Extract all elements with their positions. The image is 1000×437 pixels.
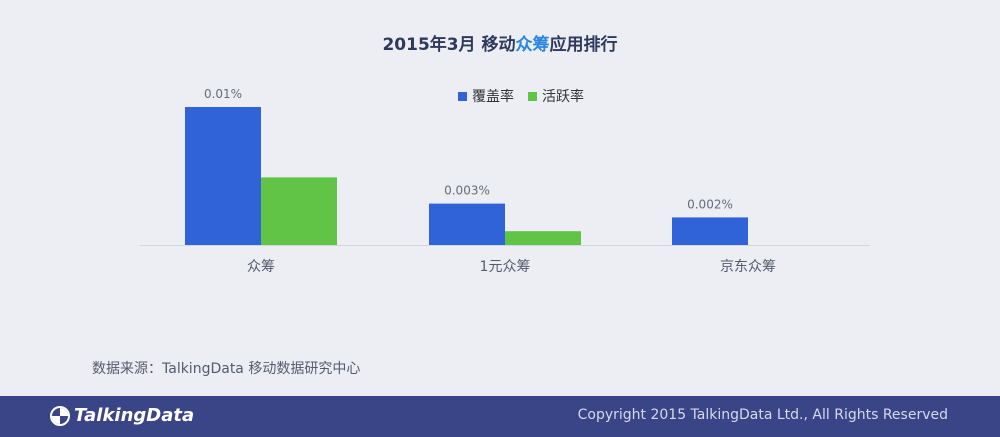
bar-coverage-2 — [672, 217, 748, 245]
category-label-1: 1元众筹 — [480, 258, 531, 275]
legend-item-coverage: 覆盖率 — [458, 86, 514, 106]
data-label-1: 0.003% — [444, 184, 490, 198]
legend-item-activity: 活跃率 — [528, 86, 584, 106]
chart-legend: 覆盖率 活跃率 — [458, 86, 598, 106]
logo-text: TalkingData — [74, 405, 195, 426]
legend-label-activity: 活跃率 — [542, 89, 584, 105]
legend-swatch-coverage — [458, 91, 467, 101]
copyright-text: Copyright 2015 TalkingData Ltd., All Rig… — [577, 407, 948, 423]
bar-chart: 0.01% 众筹 0.003% 1元众筹 0.002% 京东众筹 — [140, 87, 870, 275]
legend-label-coverage: 覆盖率 — [472, 89, 514, 105]
bar-coverage-0 — [185, 107, 261, 245]
category-label-2: 京东众筹 — [720, 258, 776, 275]
talkingdata-logo: TalkingData — [50, 405, 194, 426]
logo-icon — [50, 405, 70, 426]
bar-activity-1 — [505, 231, 581, 245]
chart-title-highlight: 众筹 — [515, 35, 550, 55]
footer-bar: TalkingData Copyright 2015 TalkingData L… — [0, 396, 1000, 437]
data-label-0: 0.01% — [204, 87, 242, 101]
bar-activity-0 — [261, 177, 337, 245]
data-source-note: 数据来源：TalkingData 移动数据研究中心 — [92, 361, 361, 377]
chart-title-suffix: 应用排行 — [549, 35, 618, 55]
legend-swatch-activity — [528, 91, 537, 101]
chart-title: 2015年3月 移动众筹应用排行 — [0, 30, 1000, 55]
data-label-2: 0.002% — [687, 197, 733, 211]
category-label-0: 众筹 — [247, 258, 275, 275]
bar-coverage-1 — [429, 203, 505, 245]
chart-title-prefix: 2015年3月 移动 — [382, 35, 516, 55]
